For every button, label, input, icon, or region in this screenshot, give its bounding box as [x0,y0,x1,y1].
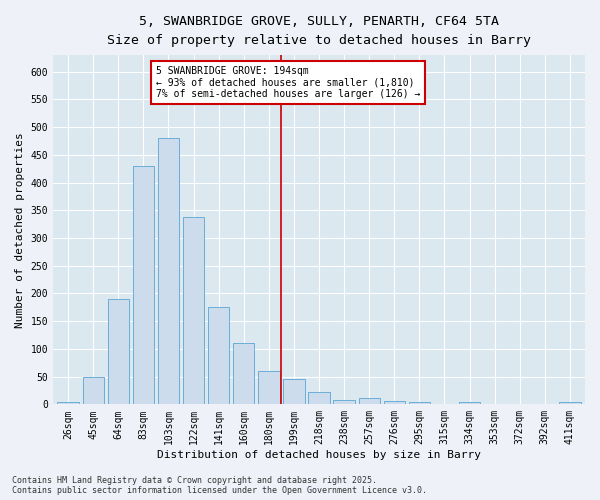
Bar [107,299,129,405]
Bar [308,392,329,404]
Bar [459,402,480,404]
Bar [233,344,254,404]
Bar [334,400,355,404]
Title: 5, SWANBRIDGE GROVE, SULLY, PENARTH, CF64 5TA
Size of property relative to detac: 5, SWANBRIDGE GROVE, SULLY, PENARTH, CF6… [107,15,531,47]
Bar [409,402,430,404]
Bar [158,138,179,404]
Bar [383,401,405,404]
Bar [559,402,581,404]
Bar [258,371,280,404]
Text: 5 SWANBRIDGE GROVE: 194sqm
← 93% of detached houses are smaller (1,810)
7% of se: 5 SWANBRIDGE GROVE: 194sqm ← 93% of deta… [156,66,420,100]
Bar [183,217,204,404]
Y-axis label: Number of detached properties: Number of detached properties [15,132,25,328]
Bar [83,376,104,404]
Bar [283,380,305,404]
Bar [133,166,154,404]
Bar [58,402,79,404]
Bar [359,398,380,404]
Text: Contains HM Land Registry data © Crown copyright and database right 2025.
Contai: Contains HM Land Registry data © Crown c… [12,476,427,495]
X-axis label: Distribution of detached houses by size in Barry: Distribution of detached houses by size … [157,450,481,460]
Bar [208,307,229,404]
